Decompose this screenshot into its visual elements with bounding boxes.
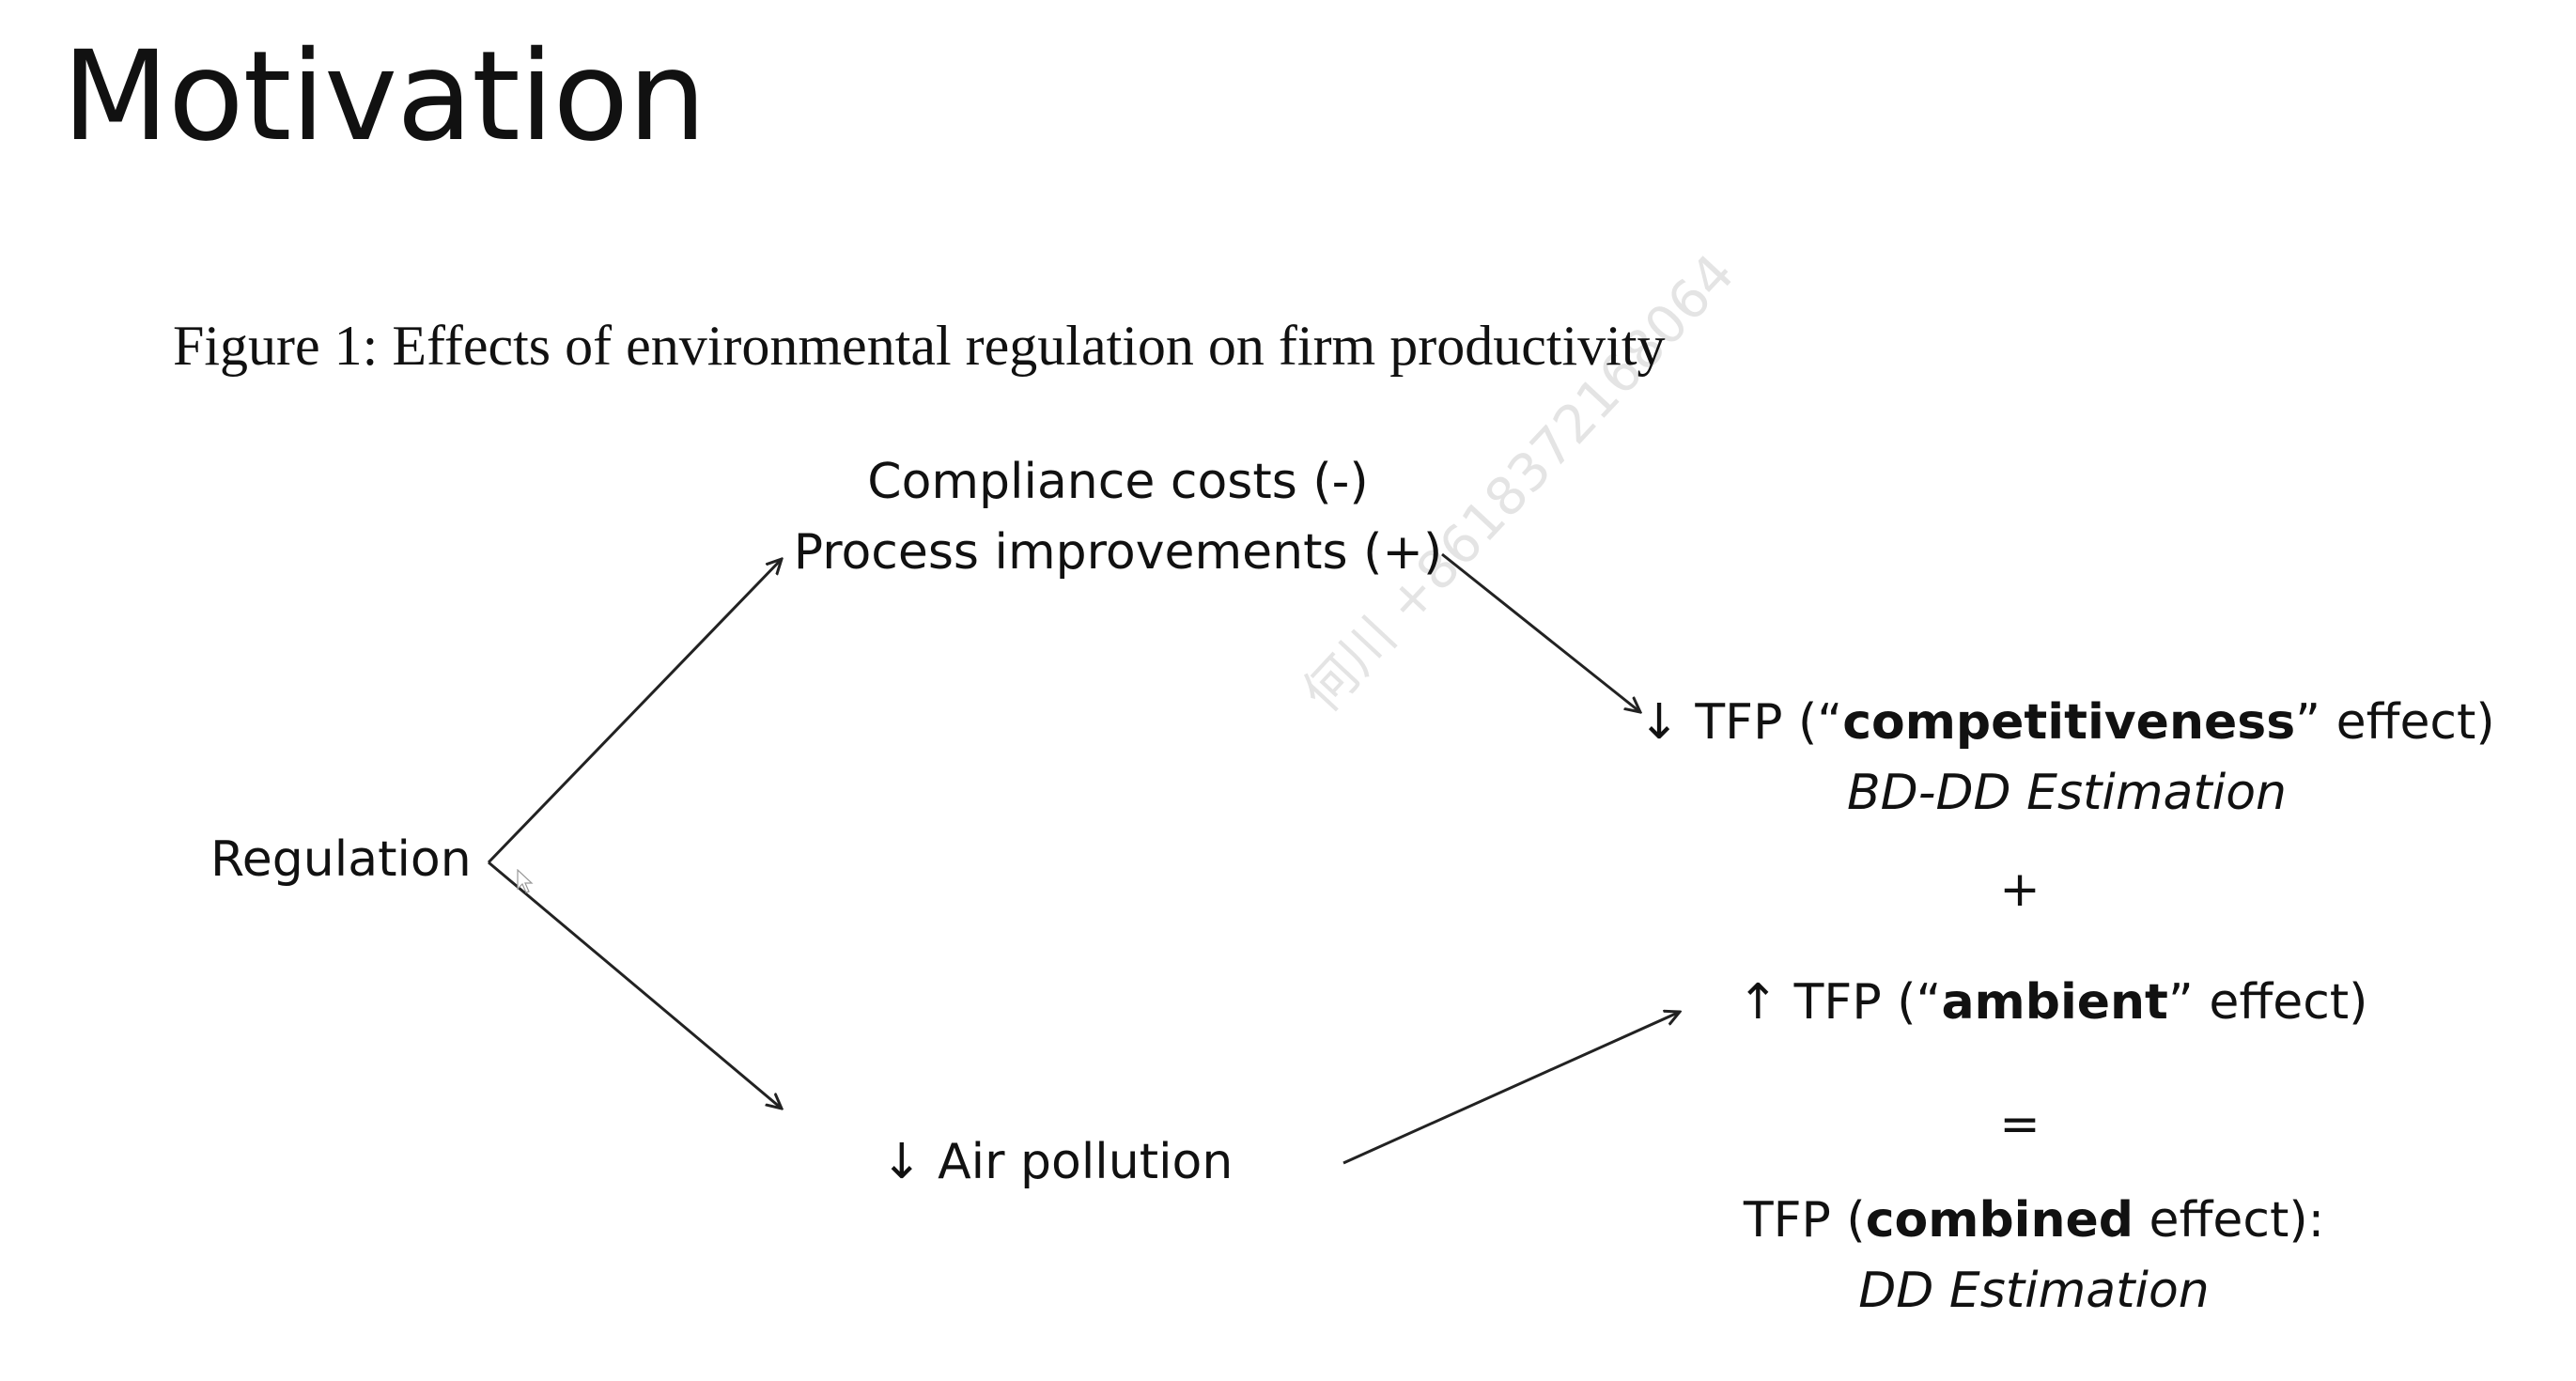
process-improvements-label: Process improvements (+)	[793, 524, 1443, 582]
competitiveness-effect-node: ↓ TFP (“competitiveness” effect) BD-DD E…	[1638, 688, 2494, 830]
regulation-node: Regulation	[210, 831, 472, 888]
competitiveness-prefix: TFP (“	[1695, 694, 1843, 751]
arrow-regulation-to-air-pollution	[488, 861, 782, 1109]
slide-title: Motivation	[62, 24, 706, 169]
competitiveness-suffix: ” effect)	[2295, 694, 2495, 751]
competitiveness-effect-label: ↓ TFP (“competitiveness” effect)	[1638, 688, 2494, 758]
ambient-effect-node: ↑ TFP (“ambient” effect)	[1738, 968, 2368, 1038]
plus-sign: +	[1999, 861, 2041, 918]
bd-dd-estimation-text: BD-DD Estimation	[1847, 765, 2287, 822]
channels-node: Compliance costs (-) Process improvement…	[794, 447, 1442, 589]
air-pollution-label: Air pollution	[938, 1134, 1234, 1190]
ambient-prefix: TFP (“	[1793, 974, 1942, 1031]
combined-keyword: combined	[1865, 1192, 2134, 1249]
combined-prefix: TFP (	[1743, 1192, 1866, 1249]
dd-estimation-text: DD Estimation	[1858, 1263, 2210, 1320]
combined-effect-label: TFP (combined effect):	[1744, 1186, 2324, 1256]
combined-effect-node: TFP (combined effect): DD Estimation	[1744, 1186, 2324, 1327]
mouse-cursor-icon	[517, 869, 534, 893]
up-arrow-icon: ↑	[1737, 974, 1779, 1031]
combined-suffix: effect):	[2134, 1192, 2325, 1249]
arrow-regulation-to-compliance	[487, 559, 782, 864]
ambient-keyword: ambient	[1941, 974, 2168, 1031]
bd-dd-estimation-label: BD-DD Estimation	[1638, 758, 2494, 829]
down-arrow-icon: ↓	[881, 1134, 923, 1190]
air-pollution-node: ↓ Air pollution	[881, 1127, 1233, 1198]
arrow-pollution-to-ambient	[1342, 1012, 1680, 1165]
figure-caption: Figure 1: Effects of environmental regul…	[173, 315, 1666, 377]
competitiveness-keyword: competitiveness	[1842, 694, 2296, 751]
compliance-costs-label: Compliance costs (-)	[867, 454, 1369, 510]
ambient-suffix: ” effect)	[2167, 974, 2368, 1031]
dd-estimation-label: DD Estimation	[1744, 1256, 2324, 1327]
down-arrow-icon: ↓	[1638, 694, 1680, 751]
equals-sign: =	[1999, 1096, 2041, 1153]
